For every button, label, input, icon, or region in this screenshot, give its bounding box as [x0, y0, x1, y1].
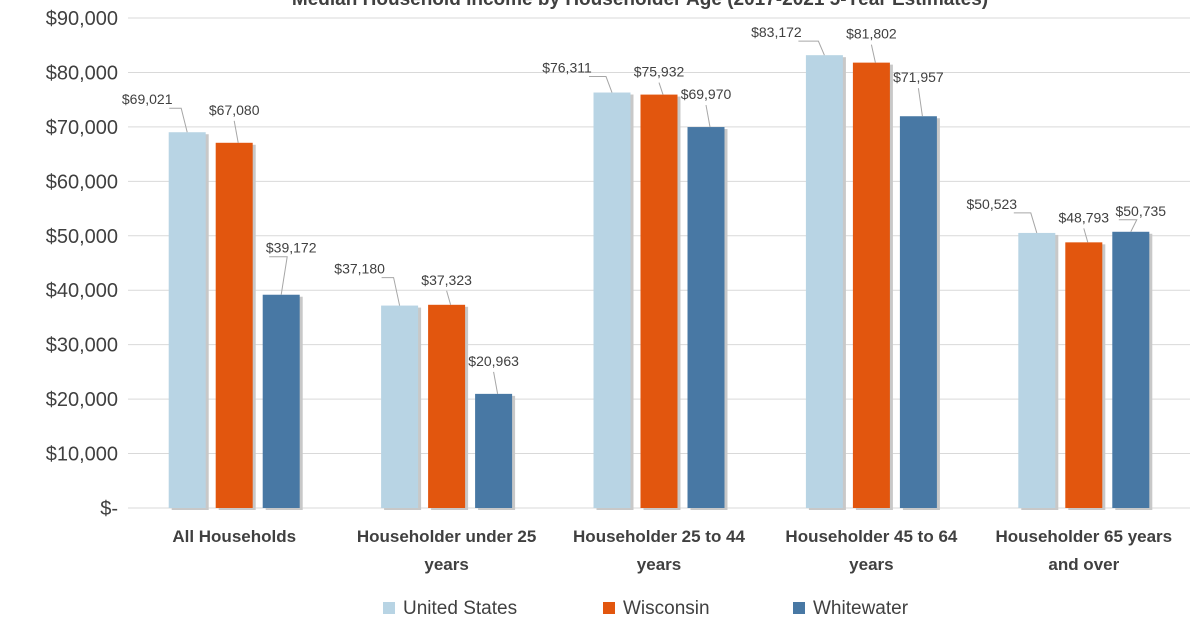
y-tick-label: $80,000: [46, 62, 118, 84]
leader-line: [658, 82, 664, 95]
data-label: $81,802: [846, 26, 897, 42]
x-tick-label: Householder 45 to 64: [785, 527, 957, 546]
leader-line: [589, 76, 613, 93]
legend-entry: Wisconsin: [603, 598, 710, 619]
bar: [475, 393, 513, 508]
legend-swatch: [383, 602, 395, 614]
y-tick-label: $30,000: [46, 335, 118, 357]
legend-label: United States: [403, 598, 517, 619]
leader-line: [1013, 212, 1038, 234]
x-tick-label: years: [424, 555, 468, 574]
bar: [805, 55, 843, 508]
data-label: $50,735: [1115, 203, 1166, 219]
data-label: $39,172: [266, 240, 317, 256]
y-tick-label: $10,000: [46, 444, 118, 466]
data-label: $83,172: [751, 24, 802, 40]
x-tick-label: All Households: [172, 527, 296, 546]
data-label: $20,963: [468, 353, 519, 369]
bars: [168, 55, 1153, 511]
data-label: $37,180: [334, 261, 385, 277]
leader-line: [1083, 228, 1089, 243]
data-label: $69,970: [681, 86, 732, 102]
bar: [899, 116, 937, 509]
leader-line: [870, 44, 876, 63]
data-label: $48,793: [1058, 209, 1109, 225]
legend: United States Wisconsin Whitewater: [383, 598, 909, 619]
leader-line: [381, 277, 401, 306]
bar: [262, 294, 300, 508]
y-tick-label: $20,000: [46, 389, 118, 411]
x-tick-label: Householder 25 to 44: [573, 527, 745, 546]
leader-line: [705, 104, 711, 128]
y-tick-label: $-: [100, 498, 118, 520]
data-label: $75,932: [634, 64, 685, 80]
leader-line: [446, 290, 452, 305]
leader-line: [169, 107, 188, 133]
legend-swatch: [603, 602, 615, 614]
bar: [640, 94, 678, 509]
x-tick-label: years: [849, 555, 893, 574]
leader-line: [1118, 219, 1138, 232]
y-tick-label: $70,000: [46, 117, 118, 139]
legend-label: Wisconsin: [623, 598, 710, 619]
bar: [1112, 231, 1150, 508]
data-labels: $69,021 $67,080 $39,172 $37,180 $37,323 $20,9…: [122, 24, 1166, 394]
data-label: $67,080: [209, 102, 260, 118]
x-tick-label: Householder under 25: [357, 527, 536, 546]
bar: [1018, 232, 1056, 508]
x-tick-label: years: [637, 555, 681, 574]
data-label: $37,323: [421, 272, 472, 288]
bar: [687, 127, 725, 509]
y-tick-label: $50,000: [46, 226, 118, 248]
data-label: $76,311: [542, 60, 592, 76]
bar: [1065, 242, 1103, 508]
bar: [168, 132, 206, 508]
y-tick-label: $90,000: [46, 8, 118, 30]
data-label: $71,957: [893, 69, 944, 85]
y-tick-label: $40,000: [46, 280, 118, 302]
leader-line: [493, 371, 499, 394]
chart-title: Median Household Income by Householder A…: [292, 0, 988, 10]
leader-line: [798, 40, 825, 56]
bar: [215, 142, 253, 508]
leader-line: [917, 88, 923, 117]
bar: [381, 305, 419, 508]
data-label: $69,021: [122, 91, 173, 107]
bar: [852, 62, 890, 509]
bar: [428, 304, 466, 508]
x-tick-label: and over: [1048, 555, 1119, 574]
bar: [593, 92, 631, 509]
legend-swatch: [793, 602, 805, 614]
legend-entry: Whitewater: [793, 598, 909, 619]
leader-line: [269, 256, 288, 295]
leader-line: [233, 120, 239, 143]
axes: $- $10,000 $20,000 $30,000 $40,000 $50,000 $60…: [46, 8, 1172, 574]
legend-entry: United States: [383, 598, 517, 619]
x-tick-label: Householder 65 years: [995, 527, 1172, 546]
y-tick-label: $60,000: [46, 171, 118, 193]
data-label: $50,523: [966, 196, 1017, 212]
legend-label: Whitewater: [813, 598, 909, 619]
